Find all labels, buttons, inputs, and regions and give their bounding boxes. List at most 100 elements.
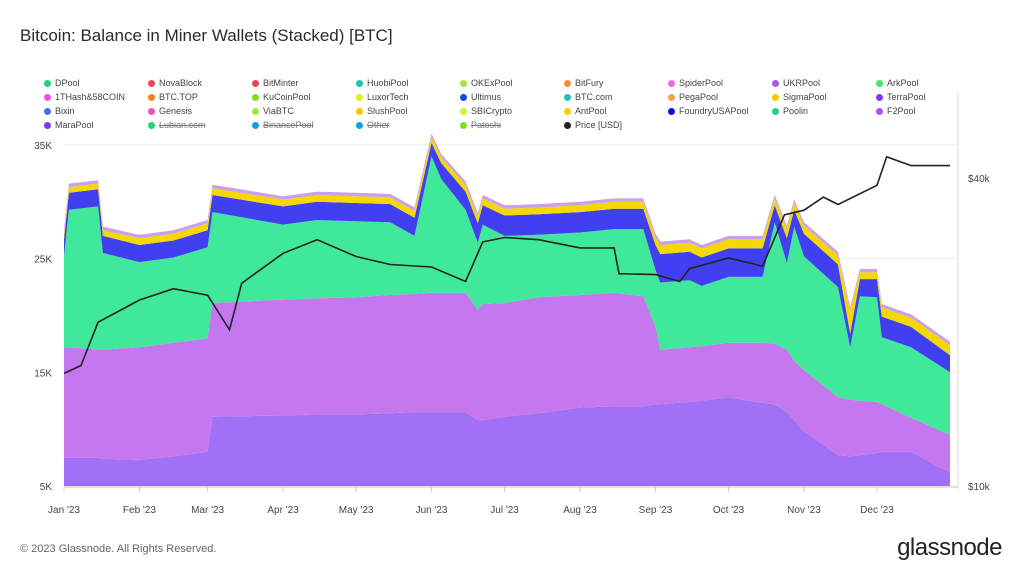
legend-label: Genesis [159,106,193,116]
area-poolin [64,156,950,435]
price-line [63,155,950,375]
x-tick-label: Jan '23 [48,505,80,516]
legend-item[interactable]: Bixin [44,106,75,116]
legend-label: DPool [55,78,80,88]
legend-item[interactable]: Ultimus [460,92,501,102]
legend-label: BTC.com [575,92,613,102]
legend-item[interactable]: ViaBTC [252,106,294,116]
legend-label: Bixin [55,106,75,116]
legend-dot-icon [772,80,779,87]
legend-dot-icon [460,80,467,87]
legend-label: BitMinter [263,78,299,88]
legend-dot-icon [668,94,675,101]
legend-label: FoundryUSAPool [679,106,749,116]
legend-label: NovaBlock [159,78,203,88]
legend-item[interactable]: Genesis [148,106,192,116]
legend-dot-icon [44,94,51,101]
legend-dot-icon [356,94,363,101]
legend-dot-icon [772,108,779,115]
x-tick-label: Jul '23 [490,505,519,516]
legend-dot-icon [876,80,883,87]
legend-label: SigmaPool [783,92,827,102]
legend-item[interactable]: SpiderPool [668,78,723,88]
legend-dot-icon [564,80,571,87]
legend-dot-icon [44,80,51,87]
y-tick-label: 15K [34,368,52,379]
legend-item[interactable]: BinancePool [252,120,314,130]
legend-label: KuCoinPool [263,92,311,102]
legend-item[interactable]: UKRPool [772,78,820,88]
legend-dot-icon [44,122,51,129]
legend-dot-icon [668,108,675,115]
legend-label: SlushPool [367,106,408,116]
legend-label: Price [USD] [575,120,623,130]
y2-tick-label: $40k [968,174,991,185]
y-tick-label: 35K [34,141,52,152]
legend-dot-icon [252,122,259,129]
legend-item[interactable]: SBICrypto [460,106,512,116]
x-tick-label: Nov '23 [787,505,821,516]
legend-item[interactable]: Poolin [772,106,808,116]
legend-item[interactable]: BitFury [564,78,604,88]
legend-item[interactable]: OKExPool [460,78,513,88]
legend-item[interactable]: BTC.com [564,92,613,102]
legend-dot-icon [564,108,571,115]
legend-label: PegaPool [679,92,719,102]
legend-item[interactable]: BitMinter [252,78,299,88]
legend-dot-icon [876,94,883,101]
legend-dot-icon [148,122,155,129]
x-tick-label: Feb '23 [123,505,156,516]
legend-item[interactable]: DPool [44,78,80,88]
legend-item[interactable]: Lubian.com [148,120,206,130]
legend-item[interactable]: SigmaPool [772,92,827,102]
legend-item[interactable]: HuobiPool [356,78,409,88]
area-marapool [64,397,950,486]
chart-title: Bitcoin: Balance in Miner Wallets (Stack… [20,26,393,45]
y2-tick-label: $10k [968,482,991,493]
legend-label: OKExPool [471,78,513,88]
legend-label: MaraPool [55,120,94,130]
legend-label: Other [367,120,390,130]
legend-item[interactable]: Patoshi [460,120,501,130]
legend-dot-icon [356,108,363,115]
stack-group [64,133,950,486]
legend-dot-icon [148,80,155,87]
legend-item[interactable]: KuCoinPool [252,92,311,102]
legend-item[interactable]: BTC.TOP [148,92,198,102]
legend-label: ArkPool [887,78,919,88]
legend-dot-icon [148,108,155,115]
legend-item[interactable]: F2Pool [876,106,916,116]
glassnode-logo: glassnode [897,534,1002,561]
legend-item[interactable]: SlushPool [356,106,408,116]
legend-dot-icon [356,122,363,129]
legend-item[interactable]: MaraPool [44,120,94,130]
legend-label: UKRPool [783,78,821,88]
legend-item[interactable]: Other [356,120,390,130]
legend-dot-icon [668,80,675,87]
legend-label: BinancePool [263,120,314,130]
legend-dot-icon [772,94,779,101]
legend-label: SpiderPool [679,78,724,88]
legend-label: Lubian.com [159,120,206,130]
legend-dot-icon [460,94,467,101]
legend-label: F2Pool [887,106,916,116]
legend-item[interactable]: NovaBlock [148,78,202,88]
legend-item[interactable]: TerraPool [876,92,926,102]
legend-item[interactable]: AntPool [564,106,607,116]
legend-item[interactable]: Price [USD] [564,120,622,130]
area-f2pool [64,292,950,473]
legend-item[interactable]: ArkPool [876,78,919,88]
legend-item[interactable]: FoundryUSAPool [668,106,749,116]
legend-dot-icon [356,80,363,87]
legend-label: Ultimus [471,92,502,102]
legend-item[interactable]: 1THash&58COIN [44,92,125,102]
legend-item[interactable]: PegaPool [668,92,718,102]
x-tick-label: Aug '23 [563,505,597,516]
x-tick-label: Apr '23 [267,505,299,516]
legend-label: BTC.TOP [159,92,198,102]
x-tick-label: Mar '23 [191,505,224,516]
legend-item[interactable]: LuxorTech [356,92,409,102]
copyright: © 2023 Glassnode. All Rights Reserved. [20,543,217,555]
legend-label: Patoshi [471,120,502,130]
legend-label: AntPool [575,106,607,116]
